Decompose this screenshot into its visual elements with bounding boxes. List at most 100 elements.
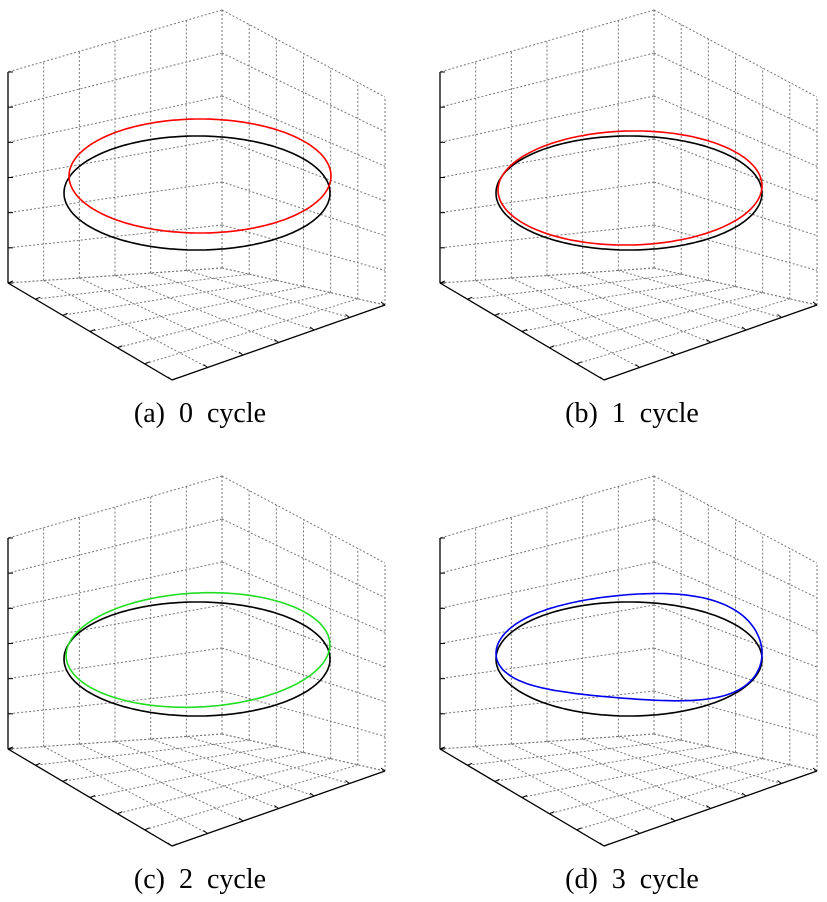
grid-line — [653, 561, 818, 633]
grid-line — [475, 746, 640, 834]
axis-tick — [167, 842, 173, 847]
grid-line — [144, 764, 358, 831]
grid-line — [150, 272, 315, 331]
axis-tick — [309, 326, 315, 331]
axis-tick — [144, 361, 150, 365]
axis-tick — [380, 301, 386, 306]
grid-line — [221, 9, 386, 98]
axis-tick — [576, 361, 582, 365]
grid-line — [439, 561, 655, 609]
panel-caption: (b) 1 cycle — [565, 398, 699, 429]
axis-tick — [599, 376, 605, 381]
grid-line — [221, 561, 386, 633]
axis-tick — [599, 842, 605, 847]
deformed-curve — [65, 591, 331, 709]
grid-line — [653, 690, 818, 737]
grid-line — [43, 280, 208, 368]
axis-tick — [812, 767, 818, 772]
axis-tick — [439, 280, 446, 284]
grid-line — [7, 138, 223, 178]
grid-line — [576, 764, 790, 831]
axis-tick — [670, 817, 676, 822]
grid-line — [653, 9, 818, 98]
grid-line — [7, 518, 223, 574]
axis-tick — [549, 345, 555, 349]
axis-tick — [467, 762, 473, 766]
axis-tick — [603, 843, 610, 847]
axis-tick — [238, 351, 244, 356]
axis-tick — [7, 280, 14, 284]
axis-tick — [635, 364, 640, 368]
axis-tick — [439, 746, 446, 750]
axis-tick — [274, 805, 279, 809]
plot-panel: (b) 1 cycle — [439, 9, 818, 429]
grid-line — [43, 746, 208, 834]
grid-line — [439, 9, 655, 73]
axis-tick — [203, 830, 208, 834]
axis-tick — [7, 746, 14, 750]
axis-tick — [741, 792, 747, 797]
axis-tick — [238, 817, 244, 822]
axis-tick — [741, 326, 747, 331]
grid-line — [117, 758, 331, 815]
axis-tick — [467, 296, 473, 300]
axis-tick — [171, 377, 178, 381]
axis-tick — [777, 780, 782, 784]
plot-panel: (d) 3 cycle — [439, 475, 818, 895]
reference-curve — [63, 601, 331, 717]
grid-line — [653, 95, 818, 167]
grid-line — [439, 95, 655, 143]
grid-line — [221, 224, 386, 271]
grid-line — [549, 292, 763, 349]
axis-tick — [345, 780, 350, 784]
grid-line — [582, 738, 747, 797]
axis-tick — [345, 314, 350, 318]
grid-line — [144, 298, 358, 365]
axis-tick — [576, 827, 582, 831]
axis-tick — [494, 778, 500, 782]
axis-tick — [521, 329, 528, 332]
axis-tick — [549, 811, 555, 815]
grid-line — [582, 272, 747, 331]
grid-line — [7, 475, 223, 539]
grid-line — [439, 52, 655, 108]
grid-line — [653, 475, 818, 564]
axis-tick — [144, 827, 150, 831]
grid-line — [439, 475, 655, 539]
grid-line — [221, 95, 386, 167]
axis-tick — [274, 339, 279, 343]
axis-tick — [171, 843, 178, 847]
axis-tick — [62, 778, 68, 782]
axis-tick — [35, 762, 41, 766]
grid-line — [439, 690, 655, 715]
axis-tick — [706, 805, 711, 809]
axis-tick — [89, 329, 96, 332]
deformed-curve — [497, 130, 763, 246]
axis-tick — [203, 364, 208, 368]
grid-line — [7, 52, 223, 108]
grid-line — [549, 758, 763, 815]
deformed-curve — [495, 592, 763, 702]
axis-tick — [380, 767, 386, 772]
grid-line — [7, 561, 223, 609]
plot-panel: (a) 0 cycle — [7, 9, 386, 429]
axis-tick — [603, 377, 610, 381]
axis-tick — [117, 345, 123, 349]
grid-line — [7, 9, 223, 73]
panel-caption: (a) 0 cycle — [134, 398, 266, 429]
axis-tick — [309, 792, 315, 797]
axis-tick — [117, 811, 123, 815]
panel-caption: (c) 2 cycle — [134, 864, 266, 895]
axis-tick — [494, 312, 500, 316]
grid-line — [7, 690, 223, 715]
grid-line — [7, 604, 223, 644]
axis-tick — [167, 376, 173, 381]
grid-line — [653, 224, 818, 271]
grid-line — [576, 298, 790, 365]
grid-line — [221, 690, 386, 737]
axis-tick — [777, 314, 782, 318]
axis-tick — [89, 795, 96, 798]
grid-line — [221, 475, 386, 564]
grid-line — [439, 518, 655, 574]
